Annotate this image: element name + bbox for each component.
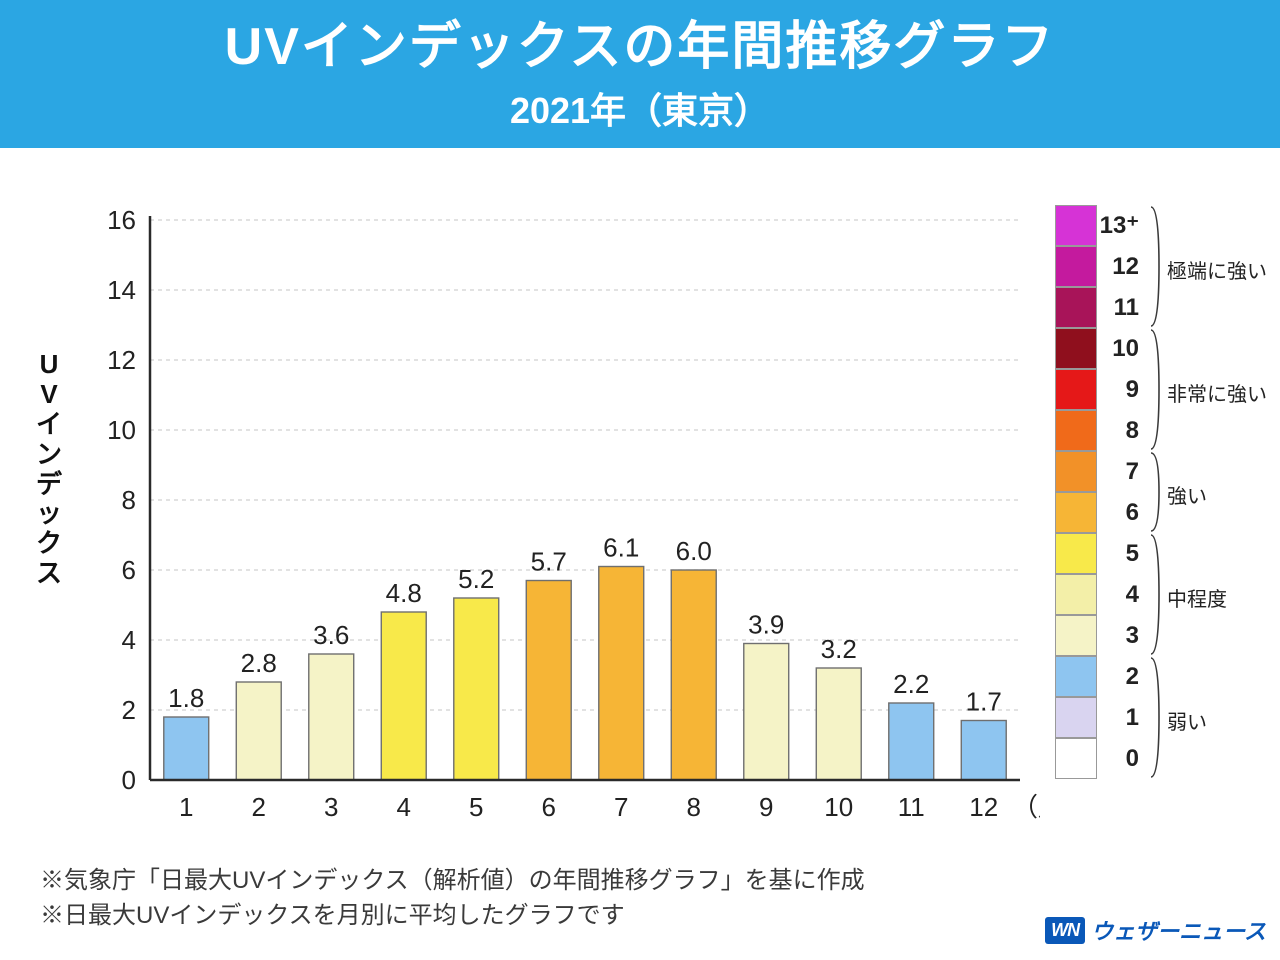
- svg-text:3.9: 3.9: [748, 610, 784, 640]
- svg-text:12: 12: [107, 345, 136, 375]
- legend-swatch: [1055, 492, 1097, 533]
- footnote-line: ※日最大UVインデックスを月別に平均したグラフです: [40, 899, 865, 934]
- svg-text:11: 11: [898, 792, 925, 822]
- legend-swatch: [1055, 205, 1097, 246]
- legend-value: 3: [1097, 622, 1145, 650]
- legend-value: 12: [1097, 253, 1145, 281]
- legend-swatch: [1055, 656, 1097, 697]
- svg-text:4: 4: [397, 792, 411, 822]
- svg-text:6: 6: [122, 555, 136, 585]
- svg-text:10: 10: [824, 792, 853, 822]
- svg-text:3: 3: [324, 792, 338, 822]
- legend-swatch: [1055, 369, 1097, 410]
- footnotes: ※気象庁「日最大UVインデックス（解析値）の年間推移グラフ」を基に作成※日最大U…: [40, 864, 865, 934]
- legend-group-label: 中程度: [1167, 583, 1227, 612]
- svg-text:12: 12: [969, 792, 998, 822]
- chart-container: UVインデックス 02468101214161.812.823.634.845.…: [40, 200, 1040, 840]
- svg-text:2.8: 2.8: [241, 648, 277, 678]
- y-axis-label: UVインデックス: [34, 350, 64, 589]
- legend-group-label: 強い: [1167, 480, 1207, 509]
- legend-value: 10: [1097, 335, 1145, 363]
- svg-text:1: 1: [179, 792, 193, 822]
- svg-text:10: 10: [107, 415, 136, 445]
- svg-text:8: 8: [687, 792, 701, 822]
- brand-attribution: WN ウェザーニュース: [1045, 914, 1266, 946]
- svg-text:2: 2: [252, 792, 266, 822]
- legend-swatch: [1055, 451, 1097, 492]
- legend-swatch: [1055, 574, 1097, 615]
- legend-value: 5: [1097, 540, 1145, 568]
- page-subtitle: 2021年（東京）: [0, 82, 1280, 134]
- svg-text:3.2: 3.2: [821, 634, 857, 664]
- svg-text:7: 7: [614, 792, 628, 822]
- svg-text:2.2: 2.2: [893, 669, 929, 699]
- legend-value: 4: [1097, 581, 1145, 609]
- svg-text:0: 0: [122, 765, 136, 795]
- legend-container: 極端に強い非常に強い強い中程度弱い 13⁺1211109876543210: [1055, 205, 1250, 779]
- legend-swatch: [1055, 287, 1097, 328]
- svg-text:5.7: 5.7: [531, 547, 567, 577]
- legend-swatch: [1055, 328, 1097, 369]
- svg-text:1.7: 1.7: [966, 687, 1002, 717]
- footnote-line: ※気象庁「日最大UVインデックス（解析値）の年間推移グラフ」を基に作成: [40, 864, 865, 899]
- svg-text:14: 14: [107, 275, 136, 305]
- svg-text:6.1: 6.1: [603, 533, 639, 563]
- legend-swatch: [1055, 410, 1097, 451]
- legend-value: 13⁺: [1097, 211, 1145, 240]
- svg-text:6.0: 6.0: [676, 536, 712, 566]
- svg-text:3.6: 3.6: [313, 620, 349, 650]
- legend-value: 0: [1097, 745, 1145, 773]
- svg-text:2: 2: [122, 695, 136, 725]
- legend-swatch: [1055, 697, 1097, 738]
- svg-text:4: 4: [122, 625, 136, 655]
- brand-name: ウェザーニュース: [1091, 914, 1266, 946]
- brand-logo: WN: [1045, 917, 1085, 944]
- svg-text:8: 8: [122, 485, 136, 515]
- uv-bar-chart: 0 2 4 6 8 10 12 14 16 1.8 1 2.8 2 3.6 3 4.8 4 5.2 5 5.7 6 6.1…: [80, 200, 1040, 840]
- legend-swatch: [1055, 246, 1097, 287]
- legend-value: 1: [1097, 704, 1145, 732]
- svg-text:（月）: （月）: [1012, 792, 1040, 822]
- svg-text:6: 6: [542, 792, 556, 822]
- svg-text:16: 16: [107, 205, 136, 235]
- legend-value: 11: [1097, 294, 1145, 322]
- legend-value: 2: [1097, 663, 1145, 691]
- svg-text:1.8: 1.8: [168, 683, 204, 713]
- header-banner: UVインデックスの年間推移グラフ 2021年（東京）: [0, 0, 1280, 148]
- legend-swatch: [1055, 738, 1097, 779]
- legend-value: 8: [1097, 417, 1145, 445]
- legend-group-label: 弱い: [1167, 706, 1207, 735]
- legend-group-label: 極端に強い: [1167, 255, 1267, 284]
- svg-text:5: 5: [469, 792, 483, 822]
- legend-swatch: [1055, 615, 1097, 656]
- legend-swatch: [1055, 533, 1097, 574]
- legend-value: 6: [1097, 499, 1145, 527]
- svg-text:5.2: 5.2: [458, 564, 494, 594]
- legend-group-brackets: 極端に強い非常に強い強い中程度弱い: [1153, 205, 1253, 779]
- legend-group-label: 非常に強い: [1167, 378, 1267, 407]
- legend-value: 7: [1097, 458, 1145, 486]
- page-title: UVインデックスの年間推移グラフ: [0, 18, 1280, 78]
- svg-text:9: 9: [759, 792, 773, 822]
- legend-value: 9: [1097, 376, 1145, 404]
- svg-text:4.8: 4.8: [386, 578, 422, 608]
